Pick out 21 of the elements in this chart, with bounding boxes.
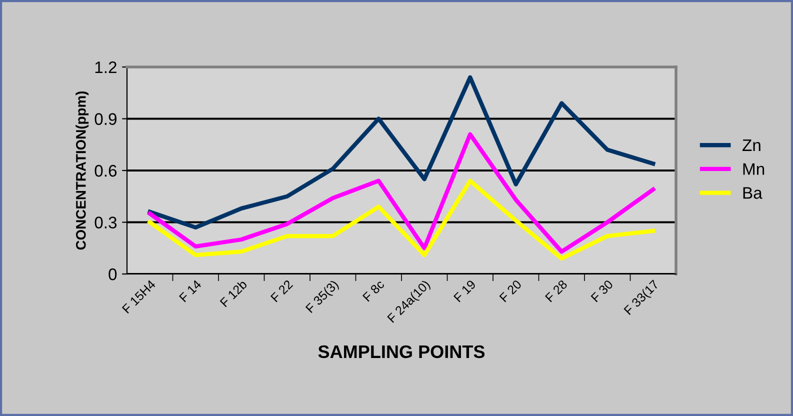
y-tick-label: 0 [108, 268, 117, 280]
x-tick-label: F 20 [499, 279, 522, 302]
x-tick-label: F 19 [453, 280, 476, 302]
x-tick-label: F 28 [544, 279, 568, 302]
y-tick-label: 0.6 [94, 164, 117, 177]
x-tick-label: F 30 [590, 279, 614, 302]
x-tick-label: F 22 [270, 280, 294, 302]
y-tick-label: 0.9 [94, 113, 116, 125]
x-tick-label: F 8c [362, 279, 385, 302]
legend-label: Zn [742, 139, 760, 151]
y-axis-title: CONCENTRATION(ppm) [76, 91, 89, 250]
line-series [148, 75, 656, 230]
line-series [148, 132, 656, 254]
y-tick-label: 1.2 [95, 61, 116, 74]
line-series [148, 178, 656, 261]
legend-label: Ba [743, 187, 762, 199]
legend-label: Mn [743, 163, 764, 175]
x-tick-label: F 12b [220, 279, 248, 308]
x-axis-title: SAMPLING POINTS [318, 345, 485, 358]
y-tick-label: 0.3 [94, 216, 117, 228]
x-tick-label: F 14 [178, 279, 202, 302]
